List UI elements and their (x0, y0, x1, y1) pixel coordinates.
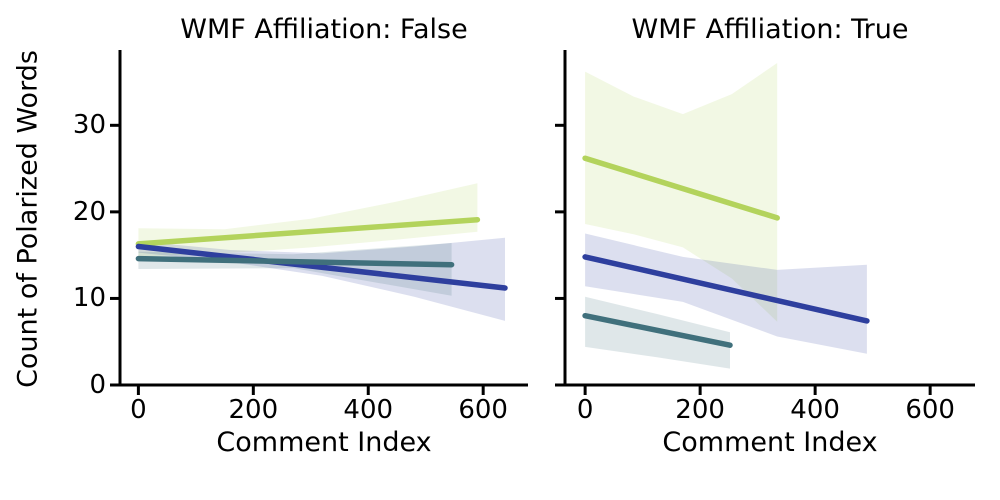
y-tick-label: 0 (89, 370, 106, 400)
x-tick-label: 400 (790, 395, 840, 425)
green-group-regression-line (582, 155, 780, 221)
panel-true-x-axis-label: Comment Index (662, 427, 878, 458)
axes-spines (118, 50, 528, 387)
y-tick-label: 30 (72, 110, 106, 141)
panel-false-title: WMF Affiliation: False (180, 14, 468, 45)
green-group-confidence-band (585, 63, 778, 322)
y-tick-label: 10 (72, 283, 106, 314)
x-tick-label: 0 (576, 395, 594, 425)
x-tick-label: 200 (675, 395, 725, 425)
panel-false-x-axis-label: Comment Index (216, 427, 432, 458)
x-tick-label: 0 (130, 395, 147, 425)
teal-group-regression-line (582, 312, 733, 348)
blue-group-regression-line (582, 254, 870, 324)
x-tick-label: 600 (905, 395, 955, 425)
x-tick-label: 200 (228, 395, 279, 425)
blue-group-regression-line (135, 243, 508, 291)
teal-group-regression-line (135, 255, 455, 268)
y-tick-label: 20 (72, 196, 106, 227)
axes-spines (563, 50, 975, 387)
x-tick-label: 600 (458, 395, 508, 425)
green-group-regression-line (135, 216, 481, 247)
panel-true-title: WMF Affiliation: True (631, 14, 909, 45)
x-tick-label: 400 (343, 395, 394, 425)
blue-group-confidence-band (585, 233, 867, 354)
